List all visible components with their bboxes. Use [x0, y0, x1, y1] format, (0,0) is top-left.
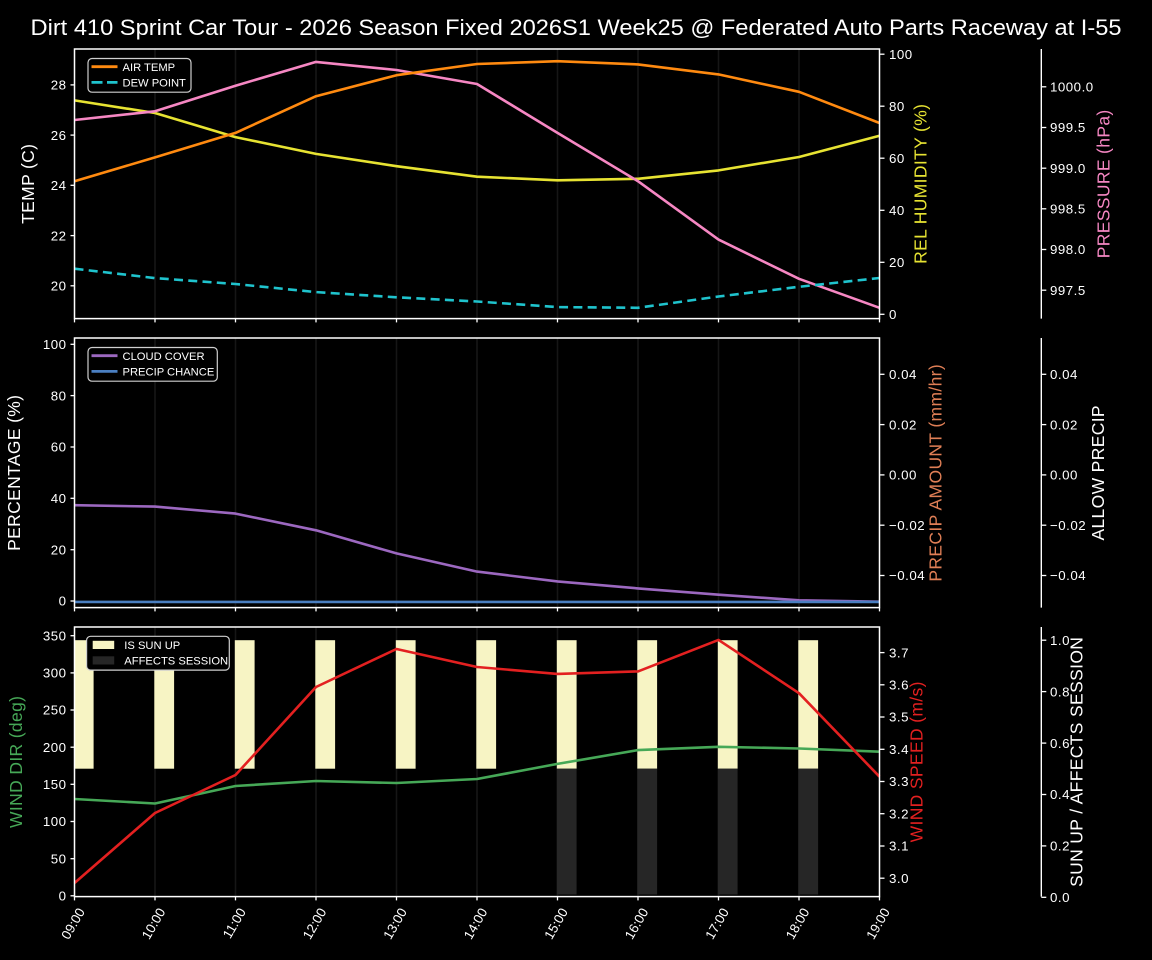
svg-text:−0.04: −0.04	[1050, 568, 1086, 583]
svg-text:250: 250	[43, 703, 67, 718]
svg-text:1.0: 1.0	[1050, 633, 1070, 648]
svg-text:−0.02: −0.02	[1050, 518, 1086, 533]
svg-text:PERCENTAGE (%): PERCENTAGE (%)	[4, 395, 24, 551]
svg-text:WIND DIR (deg): WIND DIR (deg)	[6, 696, 26, 828]
svg-text:PRECIP AMOUNT (mm/hr): PRECIP AMOUNT (mm/hr)	[926, 364, 946, 582]
svg-text:3.2: 3.2	[889, 806, 909, 821]
svg-text:0.00: 0.00	[1050, 468, 1078, 483]
svg-text:0.6: 0.6	[1050, 736, 1070, 751]
svg-text:DEW POINT: DEW POINT	[123, 78, 187, 90]
svg-text:997.5: 997.5	[1050, 283, 1086, 298]
svg-text:80: 80	[889, 99, 905, 114]
svg-text:0.0: 0.0	[1050, 890, 1070, 905]
svg-text:0.04: 0.04	[889, 367, 917, 382]
svg-text:3.0: 3.0	[889, 871, 909, 886]
svg-text:20: 20	[889, 255, 905, 270]
svg-text:26: 26	[51, 128, 67, 143]
svg-text:999.5: 999.5	[1050, 120, 1086, 135]
svg-text:0.00: 0.00	[889, 468, 917, 483]
svg-text:0.2: 0.2	[1050, 839, 1070, 854]
svg-text:PRESSURE (hPa): PRESSURE (hPa)	[1093, 109, 1113, 258]
svg-text:80: 80	[51, 388, 67, 403]
svg-text:ALLOW PRECIP: ALLOW PRECIP	[1088, 405, 1108, 540]
svg-text:24: 24	[51, 178, 67, 193]
svg-text:0.02: 0.02	[889, 417, 917, 432]
svg-text:−0.04: −0.04	[889, 568, 925, 583]
svg-text:100: 100	[43, 814, 67, 829]
svg-text:998.0: 998.0	[1050, 242, 1086, 257]
svg-text:3.3: 3.3	[889, 774, 909, 789]
svg-text:200: 200	[43, 740, 67, 755]
svg-text:TEMP (C): TEMP (C)	[18, 144, 38, 224]
svg-text:22: 22	[51, 228, 67, 243]
svg-text:3.5: 3.5	[889, 710, 909, 725]
svg-text:3.1: 3.1	[889, 839, 909, 854]
svg-text:0.8: 0.8	[1050, 684, 1070, 699]
svg-text:350: 350	[43, 628, 67, 643]
svg-text:0.04: 0.04	[1050, 367, 1078, 382]
svg-text:20: 20	[51, 279, 67, 294]
svg-text:AIR TEMP: AIR TEMP	[123, 62, 176, 74]
svg-text:3.7: 3.7	[889, 645, 909, 660]
svg-text:PRECIP CHANCE: PRECIP CHANCE	[123, 367, 215, 379]
svg-text:60: 60	[889, 151, 905, 166]
svg-text:1000.0: 1000.0	[1050, 80, 1094, 95]
svg-text:0: 0	[889, 307, 897, 322]
svg-text:150: 150	[43, 777, 67, 792]
svg-text:0: 0	[59, 594, 67, 609]
svg-text:60: 60	[51, 440, 67, 455]
svg-text:3.4: 3.4	[889, 742, 909, 757]
svg-text:100: 100	[889, 47, 913, 62]
svg-text:IS SUN UP: IS SUN UP	[124, 640, 180, 652]
svg-text:−0.02: −0.02	[889, 518, 925, 533]
svg-text:0: 0	[59, 889, 67, 904]
svg-text:0.02: 0.02	[1050, 417, 1078, 432]
svg-text:40: 40	[889, 203, 905, 218]
svg-text:REL HUMIDITY (%): REL HUMIDITY (%)	[911, 104, 931, 264]
svg-text:CLOUD COVER: CLOUD COVER	[123, 351, 205, 363]
svg-text:SUN UP / AFFECTS SESSION: SUN UP / AFFECTS SESSION	[1067, 637, 1087, 887]
svg-text:300: 300	[43, 666, 67, 681]
svg-text:20: 20	[51, 542, 67, 557]
svg-text:50: 50	[51, 851, 67, 866]
svg-text:Dirt 410 Sprint Car Tour - 202: Dirt 410 Sprint Car Tour - 2026 Season F…	[31, 15, 1122, 40]
svg-text:WIND SPEED (m/s): WIND SPEED (m/s)	[907, 681, 927, 842]
svg-text:100: 100	[43, 337, 67, 352]
svg-text:40: 40	[51, 491, 67, 506]
svg-text:998.5: 998.5	[1050, 202, 1086, 217]
svg-text:AFFECTS SESSION: AFFECTS SESSION	[124, 656, 228, 668]
svg-text:3.6: 3.6	[889, 678, 909, 693]
svg-text:0.4: 0.4	[1050, 787, 1070, 802]
svg-text:999.0: 999.0	[1050, 161, 1086, 176]
svg-text:28: 28	[51, 78, 67, 93]
